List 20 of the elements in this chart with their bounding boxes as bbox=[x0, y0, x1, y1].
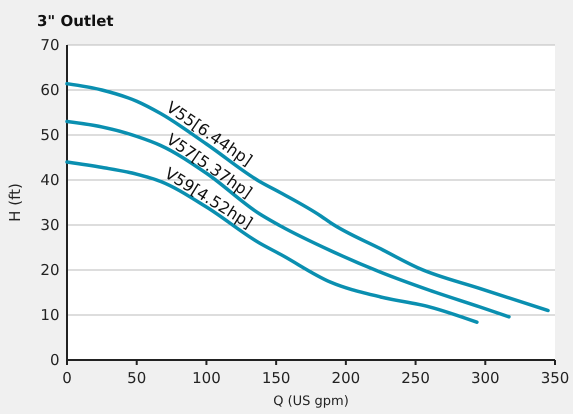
y-tick-label: 60 bbox=[40, 80, 60, 99]
y-tick-label: 40 bbox=[40, 170, 60, 189]
x-tick-label: 100 bbox=[192, 369, 221, 387]
y-tick-label: 20 bbox=[40, 260, 60, 279]
x-tick-label: 350 bbox=[540, 369, 570, 387]
y-tick-label: 50 bbox=[40, 126, 60, 144]
x-axis-title: Q (US gpm) bbox=[273, 394, 349, 409]
y-tick-label: 10 bbox=[40, 306, 60, 324]
x-tick-label: 300 bbox=[470, 369, 500, 387]
chart-title: 3" Outlet bbox=[37, 12, 114, 30]
x-tick-label: 150 bbox=[262, 369, 290, 387]
y-tick-label: 30 bbox=[40, 216, 60, 234]
y-tick-label: 70 bbox=[40, 36, 60, 54]
x-tick-label: 200 bbox=[332, 369, 360, 387]
line-series bbox=[65, 82, 550, 312]
y-axis-title: H (ft) bbox=[6, 183, 24, 222]
x-tick-label: 0 bbox=[62, 369, 72, 387]
x-tick-label: 250 bbox=[401, 369, 430, 387]
x-tick-label: 50 bbox=[127, 369, 146, 387]
y-tick-label: 0 bbox=[50, 350, 60, 369]
